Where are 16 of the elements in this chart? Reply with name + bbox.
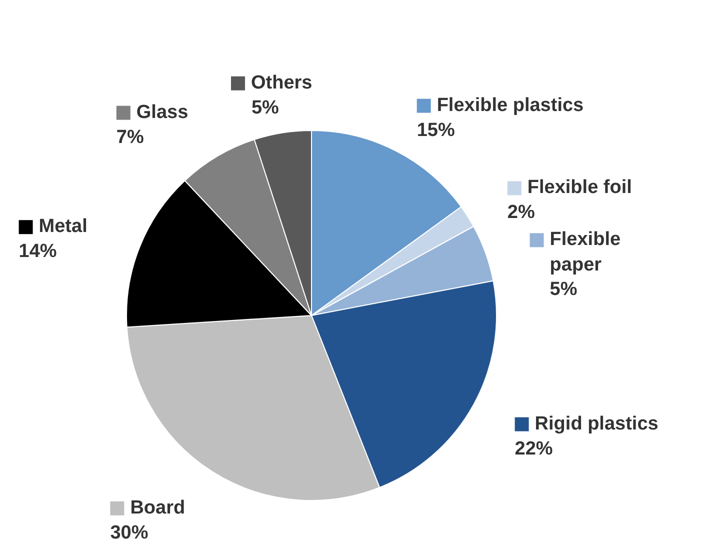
data-label: 14% <box>18 241 57 262</box>
legend-label: Rigid plastics <box>534 413 658 434</box>
legend-label: Flexible paper <box>550 229 621 276</box>
legend-label: Flexible plastics <box>436 94 584 116</box>
data-label: 7% <box>116 126 144 148</box>
legend-label: Glass <box>136 102 188 123</box>
legend-label: Metal <box>38 216 88 238</box>
data-label: 22% <box>514 438 553 460</box>
legend-label: Board <box>130 497 186 518</box>
data-label: 5% <box>251 97 280 118</box>
data-label: 30% <box>110 522 148 544</box>
data-label: 5% <box>550 279 578 300</box>
legend-label: Flexible foil <box>527 177 632 198</box>
legend-label: Others <box>251 72 312 94</box>
data-label: 2% <box>507 202 535 224</box>
data-label: 15% <box>416 120 455 141</box>
